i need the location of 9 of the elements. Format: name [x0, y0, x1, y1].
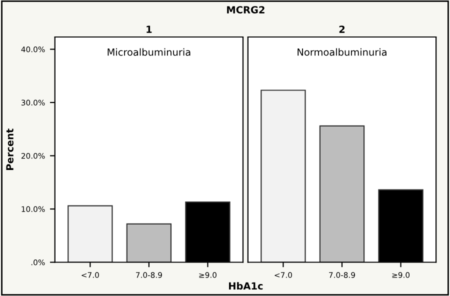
annotation: Microalbuminuria	[108, 48, 190, 56]
x-axis-title: HbA1c	[229, 282, 263, 290]
annotation: Normoalbuminuria	[298, 48, 386, 56]
bar	[126, 223, 172, 262]
bar	[68, 205, 113, 262]
chart-title: 1	[146, 26, 152, 33]
chart-title: 2	[339, 26, 345, 33]
text: MCRG2	[227, 6, 264, 14]
y-axis-title: Percent	[6, 128, 14, 170]
